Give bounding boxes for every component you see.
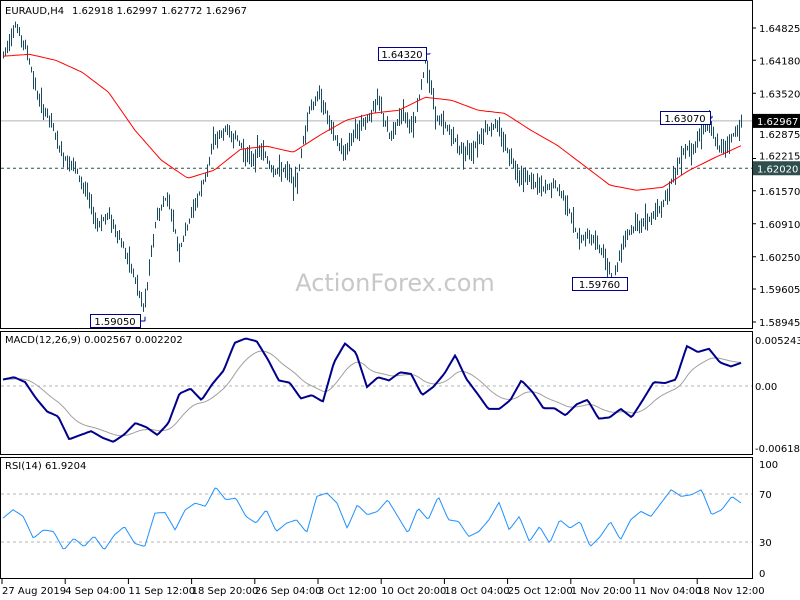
y-tick-label: 1.64825 <box>759 24 800 35</box>
macd-tick-label: -0.006186 <box>755 444 800 455</box>
annotation-box <box>572 277 628 291</box>
y-tick-label: 1.63520 <box>759 89 800 100</box>
y-tick-label: 1.62215 <box>759 151 800 162</box>
moving-average-line <box>2 53 742 191</box>
chart-header-ohlc: 1.62918 1.62997 1.62772 1.62967 <box>72 6 247 17</box>
y-tick-label: 1.62875 <box>759 130 800 141</box>
x-tick-label: 11 Sep 12:00 <box>128 586 195 597</box>
rsi-panel <box>0 457 753 579</box>
x-tick-label: 27 Aug 2019 <box>2 586 66 597</box>
x-tick-label: 1 Nov 20:00 <box>571 586 632 597</box>
x-tick-label: 4 Sep 04:00 <box>65 586 125 597</box>
annotation-label: 1.59760 <box>579 280 620 291</box>
annotation-box <box>90 314 141 328</box>
x-tick-label: 18 Oct 04:00 <box>444 586 509 597</box>
x-tick-label: 18 Sep 20:00 <box>192 586 259 597</box>
macd-tick-label: 0.005243 <box>755 336 800 347</box>
watermark: ActionForex.com <box>295 269 495 297</box>
y-tick-label: 1.61570 <box>759 187 800 198</box>
rsi-line <box>2 487 742 550</box>
chart-header-symbol: EURAUD,H4 <box>5 6 64 17</box>
y-tick-label: 1.59605 <box>759 285 800 296</box>
price-panel <box>0 0 753 329</box>
y-tick-label: 1.58945 <box>759 318 800 329</box>
x-tick-label: 26 Sep 04:00 <box>255 586 322 597</box>
rsi-tick-label: 0 <box>759 569 765 580</box>
macd-tick-label: 0.00 <box>755 382 777 393</box>
annotation-box <box>660 111 711 125</box>
level-label-bg <box>753 161 800 176</box>
x-tick-label: 10 Oct 20:00 <box>381 586 446 597</box>
current-price-label: 1.62967 <box>757 117 798 128</box>
x-tick-label: 11 Nov 04:00 <box>634 586 701 597</box>
x-tick-label: 25 Oct 12:00 <box>508 586 573 597</box>
macd-signal-line <box>3 350 742 437</box>
rsi-tick-label: 30 <box>759 538 772 549</box>
y-tick-label: 1.64180 <box>759 56 800 67</box>
annotation-label: 1.64320 <box>381 50 422 61</box>
macd-title: MACD(12,26,9) 0.002567 0.002202 <box>5 335 183 346</box>
macd-main-line <box>2 337 742 443</box>
annotation-label: 1.59050 <box>94 317 135 328</box>
rsi-tick-label: 100 <box>759 460 778 471</box>
annotation-label: 1.63070 <box>664 114 705 125</box>
level-label: 1.62020 <box>757 164 798 175</box>
x-tick-label: 3 Oct 12:00 <box>318 586 377 597</box>
current-price-label-bg <box>753 113 800 128</box>
macd-panel <box>0 331 753 455</box>
x-tick-label: 18 Nov 12:00 <box>697 586 764 597</box>
y-tick-label: 1.60910 <box>759 220 800 231</box>
rsi-tick-label: 70 <box>759 490 772 501</box>
rsi-title: RSI(14) 61.9204 <box>5 461 86 472</box>
annotation-box <box>378 47 427 61</box>
y-tick-label: 1.60250 <box>759 253 800 264</box>
